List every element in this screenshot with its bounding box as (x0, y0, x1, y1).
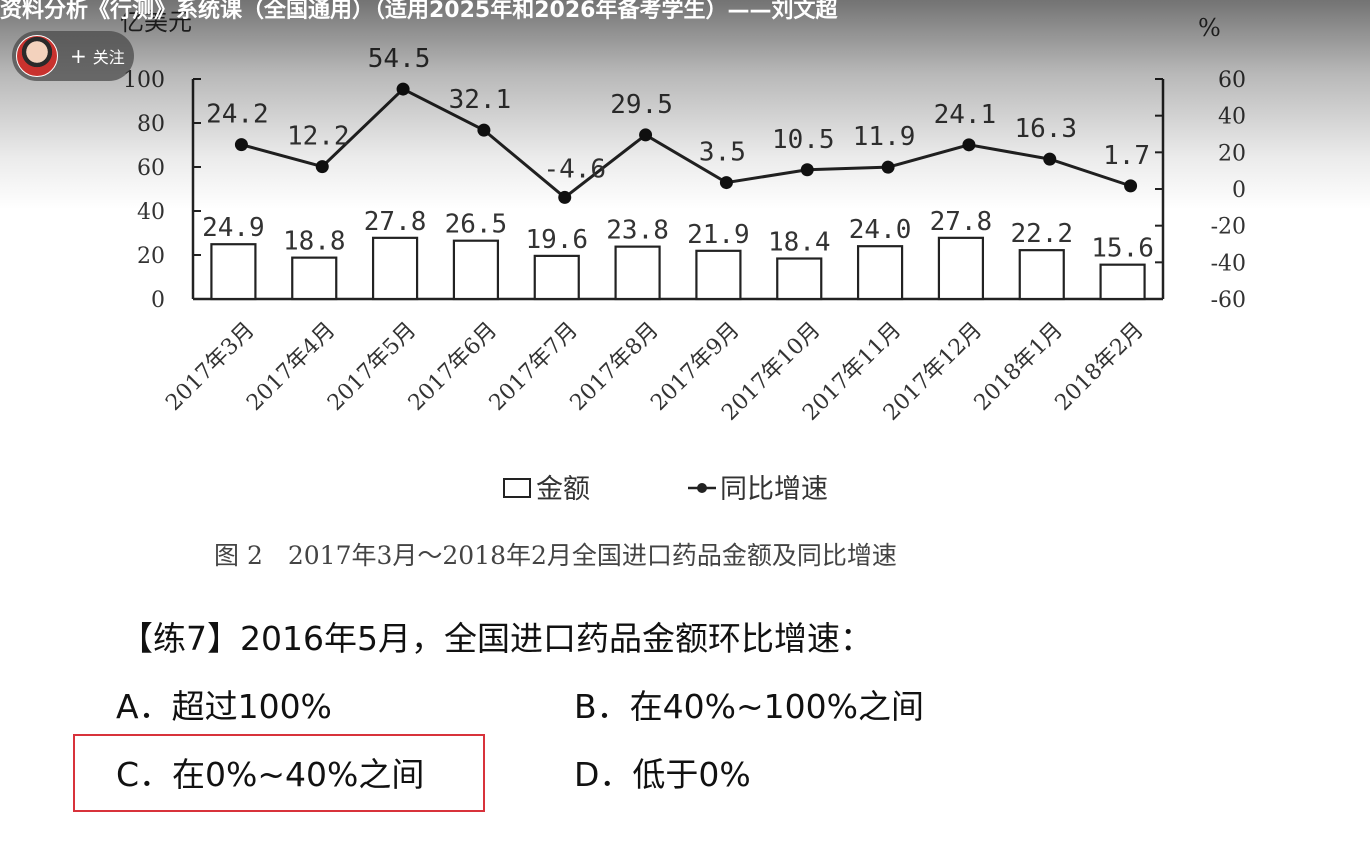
bar (1018, 249, 1065, 301)
growth-data-label: 1.7 (1103, 141, 1150, 171)
right-tick-label: -40 (1211, 251, 1246, 276)
growth-data-label: 24.1 (934, 100, 997, 130)
left-tick-label: 80 (137, 112, 165, 137)
left-tick-label: 0 (151, 288, 165, 313)
growth-data-label: 29.5 (610, 90, 673, 120)
growth-point (1124, 179, 1138, 193)
bar-data-label: 27.8 (930, 207, 993, 237)
growth-point (800, 163, 814, 177)
plus-icon: + (70, 44, 87, 68)
growth-data-label: -4.6 (543, 154, 606, 184)
bar (1099, 263, 1146, 301)
legend: 金额 同比增速 (503, 474, 828, 505)
right-axis-unit: % (1198, 14, 1221, 42)
bar (452, 239, 500, 301)
bar-data-label: 18.8 (283, 227, 346, 257)
right-tick-label: -20 (1211, 215, 1246, 240)
bar-series: 24.9 18.8 27.8 26.5 19.6 23.8 21.9 18.4 24.0 27.8… (202, 207, 1154, 301)
line-series: 24.2 12.2 54.5 32.1 -4.6 29.5 3.5 10.5 11.9 24.1 1… (206, 44, 1150, 204)
bar (695, 249, 742, 301)
right-tick-label: 0 (1232, 178, 1246, 203)
video-title: 资料分析《行测》系统课（全国通用）（适用2025年和2026年备考学生）——刘文… (0, 0, 838, 23)
bar-data-label: 26.5 (445, 210, 508, 240)
option-b[interactable]: B．在40%~100%之间 (574, 687, 924, 726)
bar-data-label: 21.9 (687, 220, 750, 250)
option-c[interactable]: C．在0%~40%之间 (116, 755, 425, 794)
follow-pill[interactable]: + 关注 (12, 31, 134, 81)
growth-data-label: 24.2 (206, 100, 269, 130)
right-tick-label: -60 (1211, 288, 1246, 313)
bar (937, 236, 985, 301)
bar (856, 245, 904, 301)
legend-label-amount: 金额 (536, 474, 590, 505)
growth-point (315, 160, 329, 174)
x-tick-label: 2018年2月 (1051, 318, 1149, 416)
left-tick-label: 20 (137, 244, 165, 269)
bar-data-label: 19.6 (525, 225, 588, 255)
bar (210, 243, 257, 301)
option-d[interactable]: D．低于0% (574, 755, 751, 794)
chart-caption: 图 2 2017年3月～2018年2月全国进口药品金额及同比增速 (214, 541, 897, 570)
growth-point (719, 176, 733, 190)
bar-data-label: 18.4 (768, 228, 831, 258)
bar-data-label: 15.6 (1091, 234, 1154, 264)
growth-data-label: 11.9 (853, 122, 916, 152)
answer-highlight-box (73, 734, 485, 812)
legend-line-marker (697, 483, 707, 493)
growth-data-label: 3.5 (699, 138, 746, 168)
bar (371, 236, 419, 301)
growth-point (881, 160, 895, 174)
growth-point (396, 82, 410, 96)
legend-label-growth: 同比增速 (720, 474, 828, 505)
follow-button[interactable]: + 关注 (70, 44, 125, 68)
growth-data-label: 32.1 (449, 85, 512, 115)
right-tick-label: 40 (1218, 105, 1246, 130)
bar-data-label: 23.8 (606, 216, 669, 246)
growth-data-label: 16.3 (1014, 114, 1077, 144)
question-text: 【练7】2016年5月，全国进口药品金额环比增速： (120, 619, 873, 658)
growth-point (477, 123, 491, 137)
bar (776, 257, 823, 301)
growth-data-label: 12.2 (287, 122, 350, 152)
bar-data-label: 24.0 (849, 215, 912, 245)
growth-point (962, 138, 976, 152)
bar (291, 256, 338, 301)
x-axis-labels: 2017年3月2017年4月2017年5月2017年6月2017年7月2017年… (161, 318, 1148, 426)
bar (533, 254, 580, 301)
combo-chart: 0 20 40 60 80 100 -60 -40 -20 0 20 40 60 24.9 18.8 27.… (120, 8, 1246, 505)
left-tick-label: 100 (123, 68, 165, 93)
bar-data-label: 27.8 (364, 207, 427, 237)
growth-data-label: 10.5 (772, 125, 835, 155)
left-tick-label: 60 (137, 156, 165, 181)
growth-data-label: 54.5 (368, 44, 431, 74)
growth-point (234, 138, 248, 152)
growth-line (241, 87, 1132, 200)
left-tick-label: 40 (137, 200, 165, 225)
follow-label: 关注 (92, 48, 125, 67)
right-tick-label: 20 (1218, 141, 1246, 166)
growth-point (1043, 152, 1057, 166)
growth-point (558, 190, 572, 204)
bar (614, 245, 661, 301)
avatar[interactable] (16, 35, 58, 77)
growth-point (639, 128, 653, 142)
right-tick-label: 60 (1218, 68, 1246, 93)
legend-bar-swatch (503, 478, 531, 498)
bar-data-label: 24.9 (202, 213, 265, 243)
option-a[interactable]: A．超过100% (116, 687, 332, 726)
bar-data-label: 22.2 (1010, 219, 1073, 249)
